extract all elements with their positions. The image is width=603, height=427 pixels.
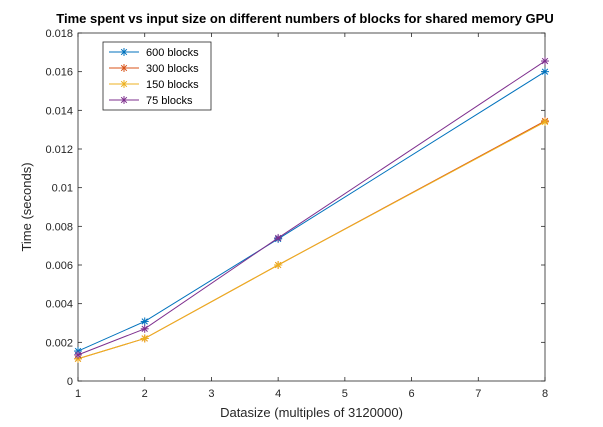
data-point bbox=[140, 324, 149, 333]
x-axis-label: Datasize (multiples of 3120000) bbox=[220, 405, 403, 420]
y-tick-label: 0.006 bbox=[45, 260, 73, 272]
data-point bbox=[541, 117, 549, 126]
y-tick-label: 0.008 bbox=[45, 221, 73, 233]
chart-title: Time spent vs input size on different nu… bbox=[56, 11, 553, 26]
data-point bbox=[274, 261, 283, 269]
data-point bbox=[120, 48, 128, 56]
legend: 600 blocks 300 blocks 150 blocks 75 blocks bbox=[102, 41, 212, 111]
legend-box bbox=[102, 41, 212, 111]
data-point bbox=[74, 350, 82, 359]
data-point bbox=[140, 317, 149, 326]
series-line bbox=[77, 121, 546, 360]
y-tick-label: 0.012 bbox=[45, 144, 73, 156]
y-tick-label: 0 bbox=[67, 376, 73, 388]
legend-label: 150 blocks bbox=[146, 79, 199, 91]
y-tick-label: 0.004 bbox=[45, 299, 73, 311]
legend-label: 600 blocks bbox=[146, 47, 199, 59]
x-tick-label: 4 bbox=[275, 388, 281, 400]
data-point bbox=[541, 57, 549, 66]
data-point bbox=[120, 96, 128, 104]
x-tick-label: 2 bbox=[142, 388, 148, 400]
x-tick-label: 3 bbox=[208, 388, 214, 400]
y-tick-label: 0.014 bbox=[45, 105, 73, 117]
legend-label: 75 blocks bbox=[146, 95, 193, 107]
data-point bbox=[120, 80, 128, 88]
series bbox=[74, 57, 549, 359]
x-tick-label: 1 bbox=[75, 388, 81, 400]
y-tick-label: 0.01 bbox=[52, 183, 73, 195]
legend-item: 150 blocks bbox=[109, 79, 199, 91]
data-point bbox=[541, 67, 549, 76]
legend-label: 300 blocks bbox=[146, 63, 199, 75]
series-layer bbox=[74, 57, 549, 363]
x-tick-label: 8 bbox=[542, 388, 548, 400]
x-axis: 1 2 3 4 5 6 7 8 bbox=[75, 33, 548, 400]
data-point bbox=[140, 334, 149, 343]
y-tick-label: 0.016 bbox=[45, 67, 73, 79]
data-point bbox=[120, 64, 128, 72]
y-tick-label: 0.002 bbox=[45, 337, 73, 349]
y-tick-label: 0.018 bbox=[45, 28, 73, 40]
legend-item: 300 blocks bbox=[109, 63, 199, 75]
legend-item: 75 blocks bbox=[109, 95, 193, 107]
x-tick-label: 5 bbox=[342, 388, 348, 400]
data-point bbox=[274, 233, 283, 242]
y-axis-label: Time (seconds) bbox=[19, 162, 34, 251]
y-axis: 0 0.002 0.004 0.006 0.008 0.01 0.012 0.014 0.016… bbox=[45, 28, 545, 388]
x-tick-label: 6 bbox=[409, 388, 415, 400]
series-line bbox=[77, 60, 546, 356]
series-line bbox=[77, 71, 546, 352]
legend-item: 600 blocks bbox=[109, 47, 199, 59]
x-tick-label: 7 bbox=[475, 388, 481, 400]
